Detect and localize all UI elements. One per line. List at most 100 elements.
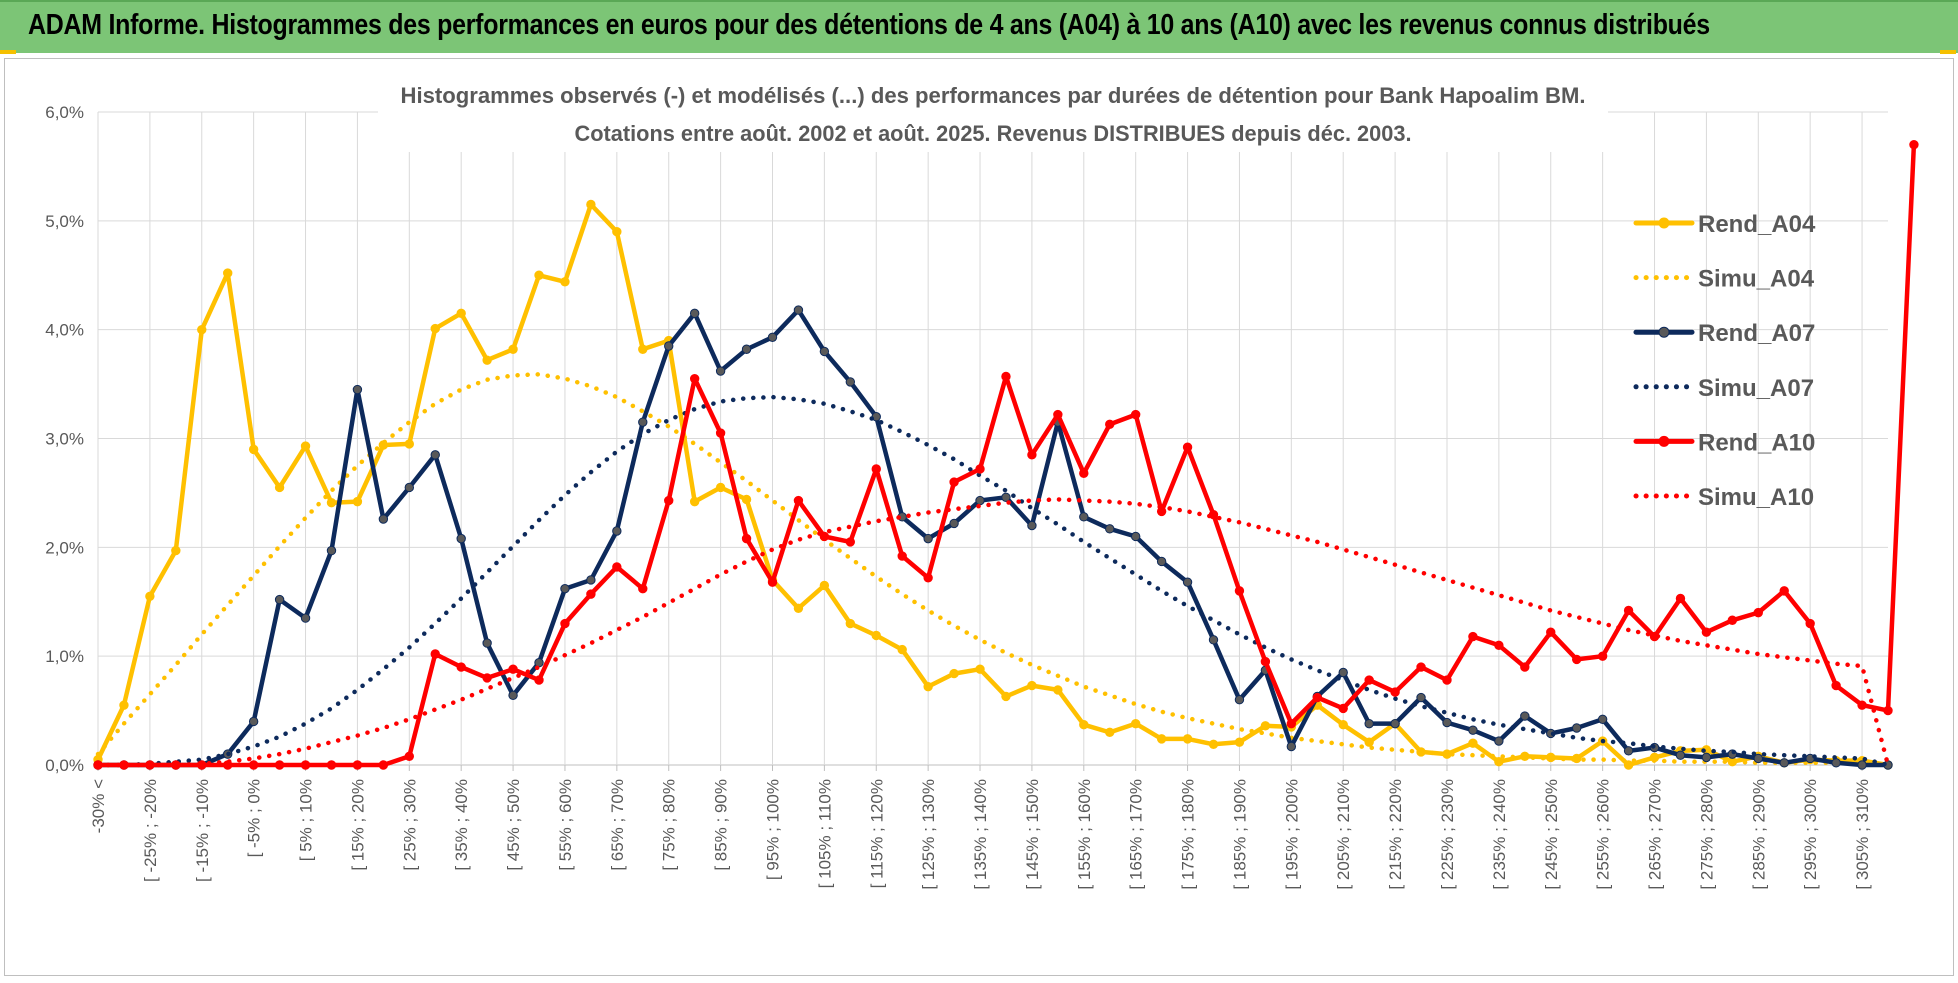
- data-point: [1234, 586, 1245, 596]
- data-point: [741, 344, 752, 354]
- corner-accent-right: [1940, 50, 1956, 54]
- y-tick-label: 4,0%: [45, 321, 84, 340]
- data-point: [1105, 524, 1115, 534]
- data-point: [1027, 520, 1037, 531]
- data-point: [430, 649, 440, 659]
- data-point: [560, 583, 570, 594]
- data-point: [1779, 586, 1789, 596]
- data-point: [1079, 468, 1089, 479]
- data-point: [586, 589, 596, 599]
- x-tick-label: [ 115% ; 120%: [867, 779, 886, 888]
- data-point: [741, 494, 752, 505]
- data-point: [612, 227, 622, 237]
- x-tick-label: [ 265% ; 270%: [1646, 779, 1665, 890]
- data-point: [793, 495, 804, 506]
- data-point: [1520, 711, 1530, 721]
- data-point: [326, 498, 337, 508]
- data-point: [1312, 692, 1322, 703]
- data-point: [300, 760, 311, 770]
- data-point: [923, 681, 933, 692]
- data-point: [378, 760, 389, 770]
- data-point: [1468, 725, 1478, 735]
- y-axis: 0,0% 1,0% 2,0% 3,0% 4,0% 5,0% 6,0%: [45, 103, 84, 775]
- data-point: [689, 373, 700, 384]
- data-point: [1753, 607, 1763, 618]
- data-point: [1494, 757, 1504, 767]
- x-tick-label: [ 285% ; 290%: [1749, 779, 1768, 890]
- data-point: [171, 545, 181, 556]
- legend-item-Rend_A04: Rend_A04: [1633, 211, 1816, 238]
- legend-label: Rend_A04: [1698, 211, 1816, 238]
- data-point: [1623, 760, 1634, 770]
- data-point: [326, 545, 337, 556]
- data-point: [482, 638, 492, 648]
- data-point: [1260, 721, 1271, 731]
- data-point: [1831, 758, 1841, 768]
- data-point: [1546, 627, 1556, 637]
- x-tick-label: [ 85% ; 90%: [712, 779, 731, 871]
- data-point: [1416, 692, 1426, 703]
- data-point: [352, 496, 363, 507]
- data-point: [378, 514, 389, 524]
- data-point: [1909, 139, 1919, 150]
- series-Simu_A10: [95, 497, 1891, 768]
- data-point: [767, 332, 778, 342]
- legend-item-Simu_A07: Simu_A07: [1633, 375, 1814, 402]
- x-tick-label: [ 275% ; 280%: [1697, 779, 1716, 890]
- series-Simu_A07: [95, 394, 1891, 768]
- data-point: [689, 308, 700, 319]
- data-point: [1857, 700, 1867, 710]
- data-point: [300, 441, 311, 451]
- data-point: [1442, 675, 1452, 685]
- data-point: [845, 377, 856, 387]
- data-point: [1494, 736, 1504, 746]
- legend-label: Simu_A07: [1698, 375, 1814, 402]
- x-tick-label: [ 135% ; 140%: [971, 779, 990, 890]
- data-point: [560, 277, 570, 287]
- data-point: [819, 580, 830, 591]
- data-point: [1805, 618, 1815, 629]
- data-point: [274, 760, 285, 770]
- data-point: [1779, 758, 1789, 768]
- data-point: [1831, 680, 1841, 691]
- data-point: [1182, 442, 1193, 452]
- x-tick-label: [ 5% ; 10%: [297, 779, 316, 861]
- data-point: [1079, 512, 1089, 522]
- series-lines: [93, 139, 1919, 770]
- data-point: [819, 531, 830, 542]
- data-point: [1286, 741, 1297, 752]
- data-point: [1079, 720, 1089, 730]
- data-point: [923, 573, 933, 583]
- x-tick-label: [ 175% ; 180%: [1179, 779, 1198, 890]
- x-tick-label: [ 65% ; 70%: [608, 779, 627, 871]
- data-point: [1130, 718, 1141, 729]
- x-tick-label: [ 215% ; 220%: [1386, 779, 1405, 890]
- data-point: [1105, 727, 1115, 738]
- data-point: [1234, 695, 1245, 705]
- data-point: [430, 323, 440, 334]
- data-point: [1053, 409, 1063, 420]
- data-point: [534, 270, 544, 280]
- chart-title-line2: Cotations entre août. 2002 et août. 2025…: [575, 121, 1412, 146]
- data-point: [1623, 746, 1634, 756]
- data-point: [223, 268, 233, 278]
- data-point: [715, 482, 726, 493]
- chart-title-background: [378, 72, 1608, 152]
- y-tick-label: 1,0%: [45, 647, 84, 666]
- x-tick-label: [ 75% ; 80%: [660, 779, 679, 871]
- data-point: [430, 450, 440, 460]
- data-point: [1027, 680, 1037, 691]
- data-point: [404, 482, 415, 493]
- data-point: [1701, 627, 1712, 637]
- legend-item-Rend_A07: Rend_A07: [1633, 320, 1815, 347]
- data-point: [715, 366, 726, 376]
- data-point: [1883, 705, 1893, 716]
- legend-label: Rend_A10: [1698, 429, 1815, 456]
- data-point: [638, 583, 648, 594]
- data-point: [1675, 593, 1686, 604]
- data-point: [949, 518, 959, 529]
- x-tick-label: [ 35% ; 40%: [452, 779, 471, 871]
- data-point: [274, 482, 285, 493]
- data-point: [560, 618, 570, 629]
- series-line-Simu_A07: [95, 394, 1891, 768]
